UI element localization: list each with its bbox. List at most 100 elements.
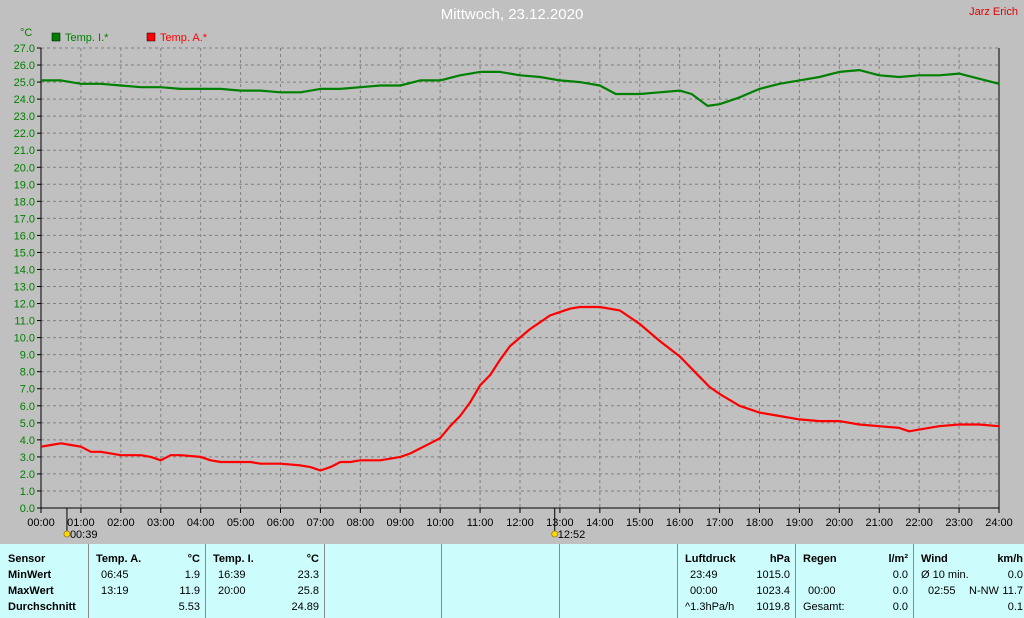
x-tick-label: 23:00	[945, 517, 973, 529]
x-tick-label: 00:00	[27, 517, 55, 529]
col-empty-2	[441, 544, 560, 618]
luftdruck-avg-value: 1019.8	[756, 601, 790, 613]
wind-max-time: 02:55	[928, 585, 956, 597]
x-tick-label: 02:00	[107, 517, 135, 529]
temp-a-unit: °C	[187, 553, 200, 565]
luftdruck-unit: hPa	[769, 553, 790, 565]
x-tick-label: 09:00	[386, 517, 414, 529]
col-temp-a: Temp. A. °C 06:45 1.9 13:19 11.9 5.53	[88, 544, 206, 618]
y-tick-label: 20.0	[14, 162, 35, 174]
y-tick-label: 25.0	[14, 77, 35, 89]
wind-unit: km/h	[997, 553, 1023, 565]
y-tick-label: 22.0	[14, 128, 35, 140]
row-label-avg: Durchschnitt	[8, 601, 76, 613]
series-line	[40, 305, 1000, 472]
chart-title: Mittwoch, 23.12.2020	[440, 6, 584, 23]
y-tick-label: 16.0	[14, 230, 35, 242]
stats-table: Sensor MinWert MaxWert Durchschnitt Temp…	[0, 544, 1024, 618]
x-tick-label: 15:00	[626, 517, 654, 529]
wind-avg10-label: Ø 10 min.	[921, 569, 969, 581]
y-axis-label: °C	[20, 27, 32, 39]
y-tick-label: 2.0	[20, 469, 35, 481]
wind-max-direction: N-NW	[969, 585, 999, 597]
legend-label: Temp. I.*	[65, 32, 109, 44]
y-tick-label: 13.0	[14, 282, 35, 294]
col-empty-3	[559, 544, 678, 618]
x-tick-label: 01:00	[67, 517, 95, 529]
luftdruck-max-time: 00:00	[690, 585, 718, 597]
x-tick-label: 05:00	[227, 517, 255, 529]
y-tick-label: 14.0	[14, 264, 35, 276]
temp-a-max-value: 11.9	[179, 585, 200, 597]
wind-avg-value: 0.1	[1007, 601, 1023, 613]
temp-i-min-time: 16:39	[218, 569, 246, 581]
temp-a-avg-value: 5.53	[178, 601, 200, 613]
grid	[41, 47, 999, 508]
x-tick-label: 17:00	[706, 517, 734, 529]
y-tick-label: 3.0	[20, 452, 35, 464]
sun-marker-label: 12:52	[558, 529, 586, 541]
y-tick-label: 8.0	[20, 367, 35, 379]
y-tick-label: 18.0	[14, 196, 35, 208]
y-tick-label: 24.0	[14, 94, 35, 106]
regen-header: Regen	[803, 553, 837, 565]
x-tick-label: 22:00	[905, 517, 933, 529]
legend-label: Temp. A.*	[160, 32, 208, 44]
x-tick-label: 10:00	[426, 517, 454, 529]
temp-i-max-time: 20:00	[218, 585, 246, 597]
x-tick-label: 08:00	[347, 517, 375, 529]
series-lines	[40, 68, 1000, 472]
y-tick-label: 27.0	[14, 43, 35, 55]
temp-a-min-time: 06:45	[101, 569, 129, 581]
y-tick-label: 10.0	[14, 333, 35, 345]
luftdruck-min-time: 23:49	[690, 569, 718, 581]
col-sensor: Sensor MinWert MaxWert Durchschnitt	[0, 544, 88, 618]
luftdruck-trend: ^1.3hPa/h	[685, 601, 735, 613]
luftdruck-max-value: 1023.4	[756, 585, 790, 597]
x-tick-label: 11:00	[467, 517, 494, 529]
x-tick-label: 14:00	[586, 517, 614, 529]
temp-i-min-value: 23.3	[297, 569, 319, 581]
y-tick-label: 9.0	[20, 350, 35, 362]
regen-min-value: 0.0	[892, 569, 908, 581]
regen-unit: l/m²	[888, 553, 908, 565]
x-tick-label: 13:00	[546, 517, 574, 529]
x-tick-label: 07:00	[307, 517, 335, 529]
y-tick-label: 5.0	[20, 418, 35, 430]
col-luftdruck: Luftdruck hPa 23:49 1015.0 00:00 1023.4 …	[677, 544, 796, 618]
x-tick-label: 06:00	[267, 517, 295, 529]
regen-total-label: Gesamt:	[803, 601, 845, 613]
col-empty-1	[324, 544, 442, 618]
y-tick-label: 0.0	[20, 503, 35, 515]
author-label: Jarz Erich	[969, 6, 1018, 18]
y-tick-label: 12.0	[14, 299, 35, 311]
series-line	[41, 68, 1000, 108]
luftdruck-min-value: 1015.0	[756, 569, 790, 581]
temp-a-min-value: 1.9	[184, 569, 200, 581]
legend: Temp. I.* Temp. A.*	[51, 32, 208, 44]
x-tick-label: 19:00	[786, 517, 814, 529]
x-tick-label: 21:00	[865, 517, 893, 529]
y-tick-labels: 0.0 1.0 2.0 3.0 4.0 5.0 6.0 7.0 8.0 9.0 10.0 11.0 12…	[14, 43, 41, 515]
regen-max-time: 00:00	[808, 585, 836, 597]
y-tick-label: 1.0	[20, 486, 35, 498]
wind-max-value: 11.7	[1002, 585, 1023, 597]
sun-icon	[63, 530, 71, 538]
y-tick-label: 26.0	[14, 60, 35, 72]
row-label-min: MinWert	[8, 569, 52, 581]
x-tick-label: 18:00	[746, 517, 774, 529]
x-tick-label: 20:00	[826, 517, 854, 529]
row-label-max: MaxWert	[8, 585, 54, 597]
y-tick-label: 15.0	[14, 247, 35, 259]
y-tick-label: 19.0	[14, 179, 35, 191]
wind-avg10-value: 0.0	[1007, 569, 1023, 581]
sun-marker-label: 00:39	[70, 529, 98, 541]
legend-swatch	[51, 32, 61, 42]
col-regen: Regen l/m² 0.0 00:00 0.0 Gesamt: 0.0	[795, 544, 914, 618]
temperature-chart: °C 0.0 1.0 2.0 3.0 4.0 5.0 6.0 7.0 8.0 9.0 10.0 11.…	[14, 27, 1013, 541]
y-tick-label: 6.0	[20, 401, 35, 413]
temp-a-max-time: 13:19	[101, 585, 129, 597]
sun-markers: 00:39 12:52	[63, 508, 586, 541]
temp-i-max-value: 25.8	[297, 585, 319, 597]
x-tick-label: 12:00	[506, 517, 534, 529]
